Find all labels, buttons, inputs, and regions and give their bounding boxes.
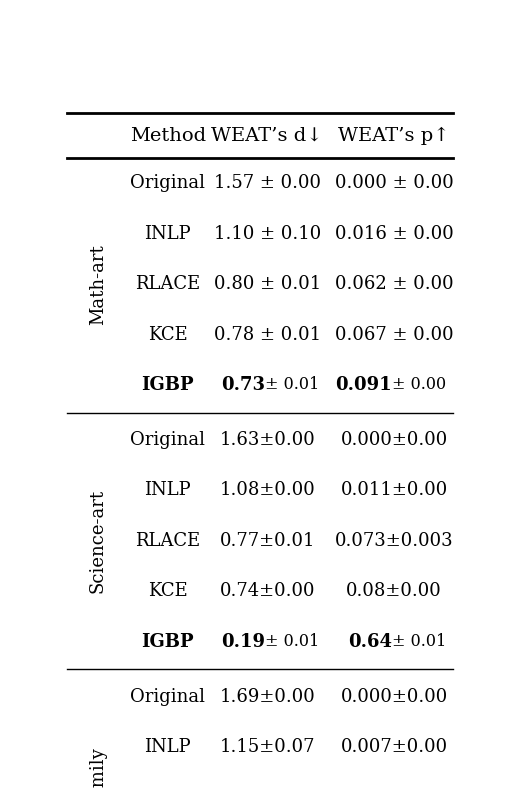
Text: 0.73: 0.73: [221, 376, 265, 394]
Text: KCE: KCE: [148, 325, 187, 344]
Text: 1.63±0.00: 1.63±0.00: [219, 431, 315, 449]
Text: Original: Original: [131, 431, 205, 449]
Text: 0.011±0.00: 0.011±0.00: [340, 481, 448, 500]
Text: 1.69±0.00: 1.69±0.00: [219, 688, 315, 706]
Text: Prof-family: Prof-family: [89, 748, 107, 788]
Text: 0.77±0.01: 0.77±0.01: [219, 532, 315, 550]
Text: ± 0.00: ± 0.00: [392, 377, 447, 393]
Text: Method: Method: [130, 127, 206, 144]
Text: 0.78 ± 0.01: 0.78 ± 0.01: [214, 325, 321, 344]
Text: INLP: INLP: [144, 738, 191, 756]
Text: 0.000±0.00: 0.000±0.00: [340, 688, 448, 706]
Text: 0.067 ± 0.00: 0.067 ± 0.00: [335, 325, 454, 344]
Text: 1.57 ± 0.00: 1.57 ± 0.00: [214, 174, 321, 192]
Text: 0.000±0.00: 0.000±0.00: [340, 431, 448, 449]
Text: ± 0.01: ± 0.01: [265, 633, 320, 650]
Text: 0.08±0.00: 0.08±0.00: [346, 582, 442, 600]
Text: INLP: INLP: [144, 481, 191, 500]
Text: ± 0.01: ± 0.01: [392, 633, 447, 650]
Text: 1.08±0.00: 1.08±0.00: [219, 481, 315, 500]
Text: 0.19: 0.19: [221, 633, 265, 651]
Text: KCE: KCE: [148, 582, 187, 600]
Text: IGBP: IGBP: [142, 633, 194, 651]
Text: Science-art: Science-art: [89, 489, 107, 593]
Text: WEAT’s p↑: WEAT’s p↑: [338, 126, 450, 144]
Text: ± 0.01: ± 0.01: [265, 377, 320, 393]
Text: 1.15±0.07: 1.15±0.07: [219, 738, 315, 756]
Text: IGBP: IGBP: [142, 376, 194, 394]
Text: 0.073±0.003: 0.073±0.003: [335, 532, 454, 550]
Text: Math-art: Math-art: [89, 243, 107, 325]
Text: 0.062 ± 0.00: 0.062 ± 0.00: [335, 275, 454, 293]
Text: 1.10 ± 0.10: 1.10 ± 0.10: [214, 225, 321, 243]
Text: 0.007±0.00: 0.007±0.00: [341, 738, 448, 756]
Text: 0.016 ± 0.00: 0.016 ± 0.00: [335, 225, 454, 243]
Text: WEAT’s d↓: WEAT’s d↓: [211, 127, 323, 144]
Text: 0.80 ± 0.01: 0.80 ± 0.01: [214, 275, 321, 293]
Text: INLP: INLP: [144, 225, 191, 243]
Text: RLACE: RLACE: [135, 275, 201, 293]
Text: Original: Original: [131, 174, 205, 192]
Text: 0.74±0.00: 0.74±0.00: [219, 582, 315, 600]
Text: 0.000 ± 0.00: 0.000 ± 0.00: [335, 174, 454, 192]
Text: RLACE: RLACE: [135, 532, 201, 550]
Text: 0.64: 0.64: [348, 633, 392, 651]
Text: 0.091: 0.091: [336, 376, 392, 394]
Text: Original: Original: [131, 688, 205, 706]
